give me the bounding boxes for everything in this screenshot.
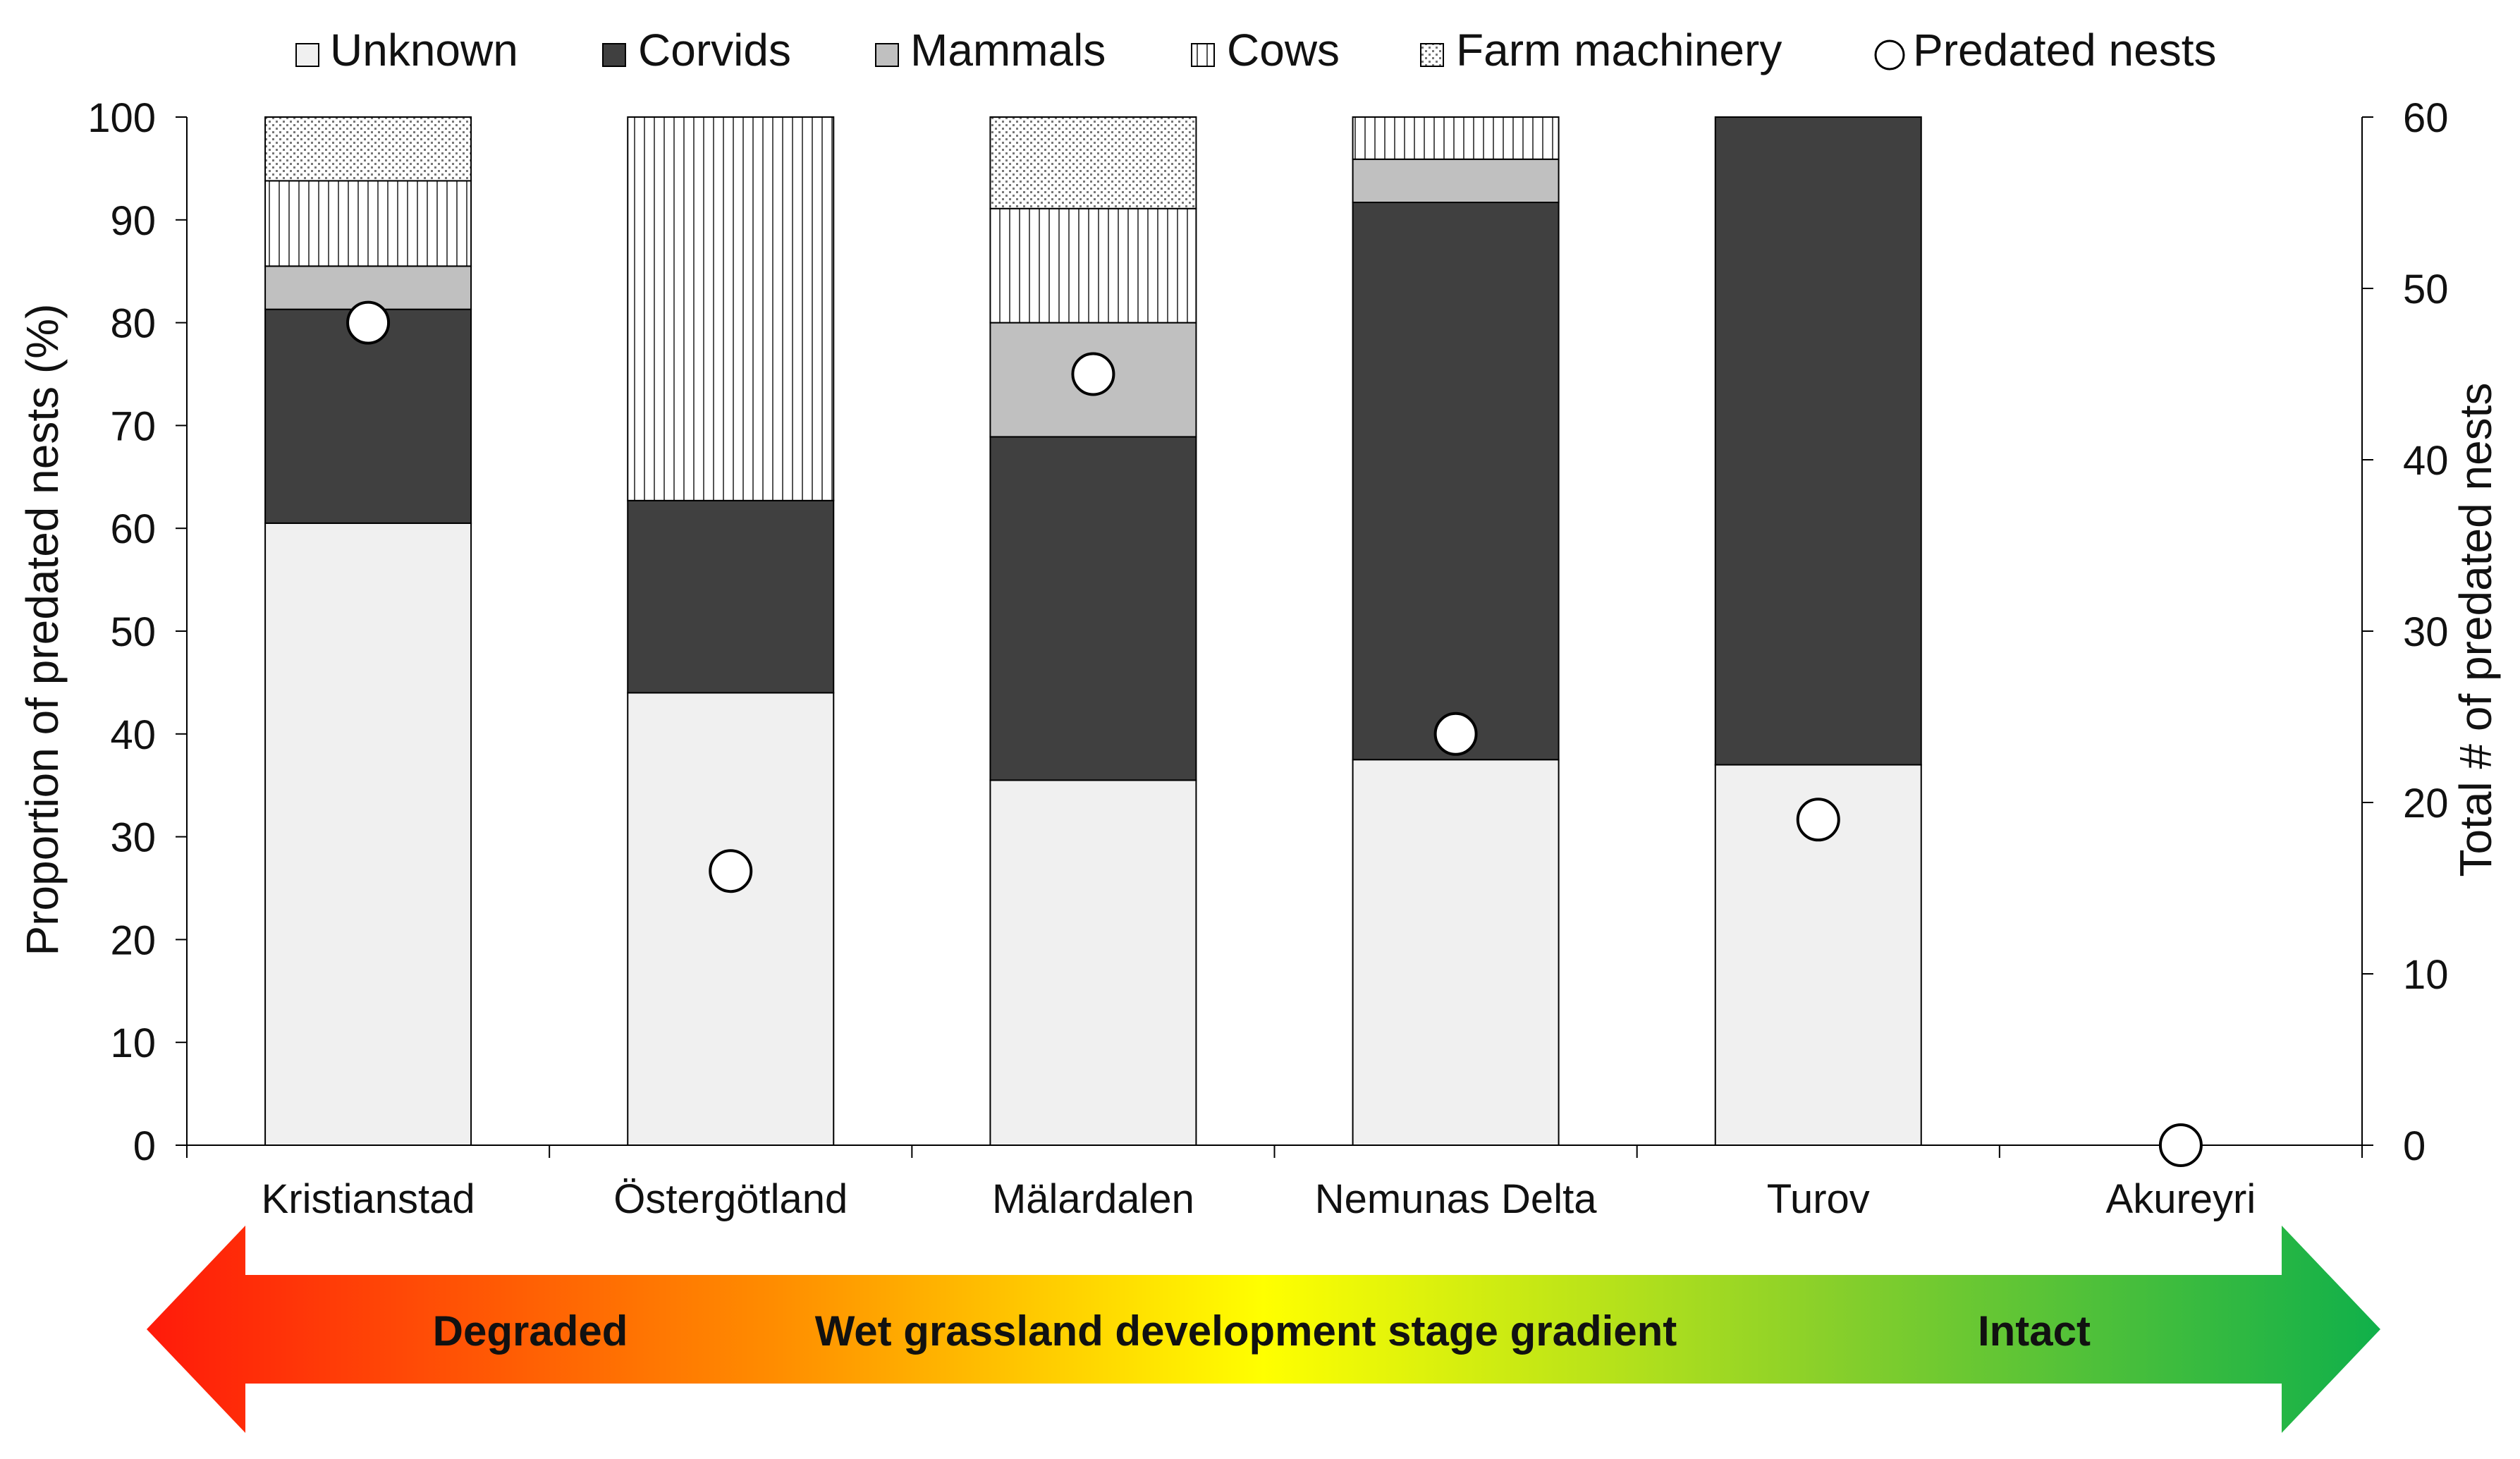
legend-label-farm-machinery: Farm machinery [1456, 25, 1782, 75]
legend-label-predated-nests: Predated nests [1913, 25, 2217, 75]
legend-swatch-corvids [602, 43, 626, 67]
y-tick-label: 40 [110, 712, 156, 758]
legend-label-corvids: Corvids [638, 25, 791, 75]
y2-tick-label: 10 [2403, 952, 2449, 998]
legend-item-mammals: Mammals [875, 25, 1106, 75]
y2-axis-title: Total # of predated nests [2450, 383, 2501, 877]
y-tick-label: 20 [110, 917, 156, 963]
bar-ostergotland-corvids [627, 499, 835, 694]
marker-predated-nests-malardalen [1071, 352, 1115, 396]
marker-predated-nests-ostergotland [709, 849, 753, 893]
y-tick-label: 0 [133, 1123, 156, 1169]
bar-malardalen-farm-machinery [989, 116, 1197, 209]
y-tick-label: 90 [110, 198, 156, 244]
bar-kristianstad-cows [264, 180, 472, 267]
y-tick-label: 30 [110, 815, 156, 861]
y2-tick-label: 0 [2403, 1123, 2426, 1169]
marker-predated-nests-nemunas-delta [1433, 712, 1478, 756]
legend-swatch-unknown [295, 43, 319, 67]
legend-marker-predated-nests [1874, 39, 1905, 71]
y-tick-label: 80 [110, 301, 156, 347]
bar-kristianstad-farm-machinery [264, 116, 472, 182]
y-tick-label: 50 [110, 609, 156, 655]
y2-tick-label: 60 [2403, 95, 2449, 141]
marker-predated-nests-turov [1796, 798, 1840, 842]
gradient-label-intact: Intact [1978, 1307, 2091, 1355]
bar-malardalen-unknown [989, 779, 1197, 1147]
y-tick-label: 10 [110, 1020, 156, 1066]
bar-nemunas-delta-corvids [1352, 202, 1560, 761]
legend-label-cows: Cows [1227, 25, 1340, 75]
bar-malardalen-cows [989, 207, 1197, 324]
bar-turov-corvids [1714, 116, 1922, 766]
gradient-label-degraded: Degraded [433, 1307, 628, 1355]
x-tick-label-malardalen: Mälardalen [992, 1176, 1194, 1222]
legend-item-unknown: Unknown [295, 25, 518, 75]
axes-layer: 0 10 20 30 40 50 60 70 80 90 100 0 10 20 30 40 50 60 Krist… [87, 95, 2448, 1222]
gradient-arrow-shape [147, 1226, 2380, 1433]
y-tick-label: 60 [110, 506, 156, 552]
bar-ostergotland-cows [627, 116, 835, 501]
legend-item-corvids: Corvids [602, 25, 791, 75]
x-tick-label-ostergotland: Östergötland [613, 1176, 848, 1222]
legend-item-predated-nests: Predated nests [1874, 25, 2217, 75]
marker-predated-nests-kristianstad [346, 300, 391, 345]
legend-label-mammals: Mammals [910, 25, 1106, 75]
bar-malardalen-corvids [989, 436, 1197, 781]
y2-tick-label: 50 [2403, 267, 2449, 312]
legend-swatch-mammals [875, 43, 899, 67]
x-tick-label-akureyri: Akureyri [2106, 1176, 2256, 1222]
bar-nemunas-delta-mammals [1352, 158, 1560, 204]
bar-nemunas-delta-unknown [1352, 759, 1560, 1146]
y2-tick-label: 20 [2403, 781, 2449, 826]
y2-tick-label: 40 [2403, 438, 2449, 484]
y-tick-label: 100 [87, 95, 156, 141]
legend-swatch-cows [1191, 43, 1215, 67]
bar-kristianstad-corvids [264, 308, 472, 524]
marker-predated-nests-akureyri [2158, 1123, 2203, 1167]
gradient-arrow: Degraded Wet grassland development stage… [147, 1226, 2380, 1433]
y-axis-title: Proportion of predated nests (%) [17, 304, 68, 956]
legend-swatch-farm-machinery [1420, 43, 1444, 67]
x-tick-label-turov: Turov [1767, 1176, 1870, 1222]
x-tick-label-kristianstad: Kristianstad [262, 1176, 475, 1222]
y2-tick-label: 30 [2403, 609, 2449, 655]
bars-layer [264, 116, 1922, 1147]
legend-item-farm-machinery: Farm machinery [1420, 25, 1782, 75]
legend-label-unknown: Unknown [330, 25, 518, 75]
legend-item-cows: Cows [1191, 25, 1340, 75]
gradient-label-center: Wet grassland development stage gradient [815, 1307, 1677, 1355]
y-tick-label: 70 [110, 403, 156, 449]
legend: Unknown Corvids Mammals Cows Farm machin… [295, 25, 2217, 75]
x-tick-label-nemunas-delta: Nemunas Delta [1315, 1176, 1597, 1222]
bar-nemunas-delta-cows [1352, 116, 1560, 160]
bar-ostergotland-unknown [627, 692, 835, 1146]
bar-kristianstad-unknown [264, 522, 472, 1146]
markers-layer [346, 300, 2203, 1167]
